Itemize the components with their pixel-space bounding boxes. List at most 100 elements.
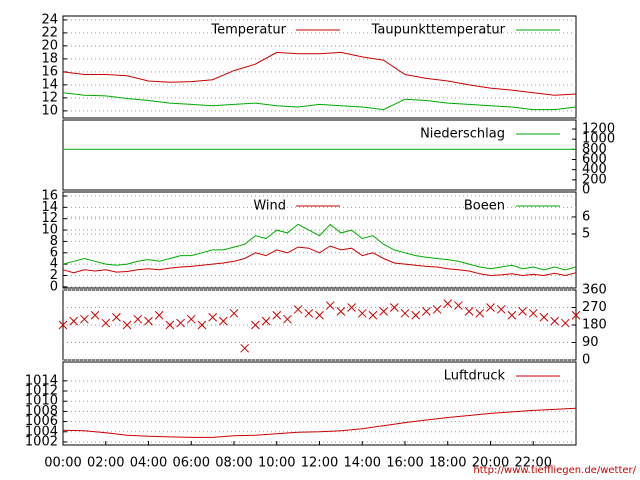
cross-marker (550, 316, 559, 326)
panel-frame (62, 191, 577, 289)
y-tick-label: 1012 (25, 384, 58, 399)
cross-marker (165, 320, 175, 330)
y-tick-label: 90 (582, 335, 599, 350)
series-line (62, 51, 577, 96)
y-tick-label: 600 (582, 152, 607, 167)
y-tick-label: 0 (582, 183, 590, 198)
legend-label: Taupunkttemperatur (371, 23, 506, 38)
x-tick-label: 18:00 (429, 456, 466, 471)
y-tick-label: 200 (582, 172, 607, 187)
y-tick-label: 1002 (25, 434, 58, 449)
y-tick-label: 360 (582, 283, 607, 298)
y-tick-label: 12 (41, 211, 58, 226)
y-tick-label: 5 (582, 226, 590, 241)
cross-marker (400, 308, 410, 318)
cross-marker (464, 307, 474, 316)
x-tick-label: 14:00 (344, 456, 381, 471)
cross-marker (112, 312, 121, 322)
cross-marker (186, 314, 196, 324)
cross-marker (218, 316, 228, 326)
x-tick-label: 16:00 (386, 456, 423, 471)
cross-marker (58, 320, 68, 330)
x-tick-label: 00:00 (44, 456, 81, 471)
y-tick-label: 20 (41, 38, 58, 53)
cross-marker (507, 310, 517, 320)
x-tick-label: 22:00 (515, 456, 552, 471)
y-tick-label: 16 (41, 64, 58, 79)
y-tick-label: 1014 (25, 373, 58, 388)
cross-marker (368, 310, 378, 320)
y-tick-label: 10 (41, 103, 58, 118)
cross-marker (325, 301, 335, 310)
y-tick-label: 1010 (25, 394, 58, 409)
y-tick-label: 800 (582, 142, 607, 157)
cross-marker (101, 318, 111, 328)
y-tick-label: 10 (41, 223, 58, 238)
cross-marker (197, 320, 207, 330)
y-tick-label: 270 (582, 300, 607, 315)
legend-label: Luftdruck (444, 369, 506, 384)
y-tick-label: 14 (41, 77, 58, 92)
x-tick-label: 12:00 (301, 456, 338, 471)
cross-marker (251, 320, 260, 330)
cross-marker (304, 308, 314, 318)
legend-label: Boeen (464, 199, 505, 214)
y-tick-label: 6 (50, 245, 58, 260)
cross-marker (443, 299, 453, 308)
cross-marker (229, 308, 239, 318)
cross-marker (80, 314, 89, 324)
x-tick-label: 04:00 (130, 456, 167, 471)
y-tick-label: 1006 (25, 414, 58, 429)
cross-marker (389, 303, 399, 312)
y-tick-label: 1008 (25, 404, 58, 419)
series-line (62, 245, 577, 277)
y-tick-label: 6 (582, 209, 590, 224)
cross-marker (240, 343, 250, 353)
cross-marker (357, 308, 367, 318)
y-tick-label: 2 (50, 268, 58, 283)
cross-marker (272, 310, 282, 320)
legend-label: Wind (253, 199, 286, 214)
cross-marker (336, 307, 346, 316)
x-tick-label: 02:00 (87, 456, 124, 471)
cross-marker (315, 310, 324, 320)
footer-link: http://www.tieffliegen.de/wetter/ (473, 465, 636, 476)
cross-marker (475, 308, 485, 318)
x-tick-label: 06:00 (173, 456, 210, 471)
cross-marker (379, 307, 388, 316)
cross-marker (422, 307, 431, 316)
cross-marker (144, 316, 153, 326)
cross-marker (539, 312, 549, 322)
cross-marker (261, 316, 271, 326)
cross-marker (571, 310, 581, 320)
y-tick-label: 18 (41, 51, 58, 66)
legend-label: Niederschlag (420, 127, 505, 142)
cross-marker (154, 310, 164, 320)
y-tick-label: 12 (41, 90, 58, 105)
x-tick-label: 20:00 (472, 456, 509, 471)
cross-marker (454, 301, 463, 310)
cross-marker (347, 303, 356, 312)
y-tick-label: 400 (582, 162, 607, 177)
y-tick-label: 1000 (582, 132, 615, 147)
cross-marker (411, 310, 421, 320)
x-tick-label: 08:00 (215, 456, 252, 471)
y-tick-label: 1200 (582, 121, 615, 136)
y-tick-label: 16 (41, 188, 58, 203)
y-tick-label: 180 (582, 318, 607, 333)
y-tick-label: 14 (41, 200, 58, 215)
cross-marker (432, 305, 442, 314)
series-line (62, 92, 577, 111)
y-tick-label: 24 (41, 12, 58, 27)
cross-marker (133, 314, 143, 324)
cross-marker (496, 305, 506, 314)
cross-marker (560, 318, 570, 328)
series-line (62, 223, 577, 271)
x-tick-label: 10:00 (258, 456, 295, 471)
cross-marker (208, 312, 217, 322)
series-line (62, 407, 577, 438)
panel-frame (62, 15, 577, 119)
y-tick-label: 0 (50, 279, 58, 294)
